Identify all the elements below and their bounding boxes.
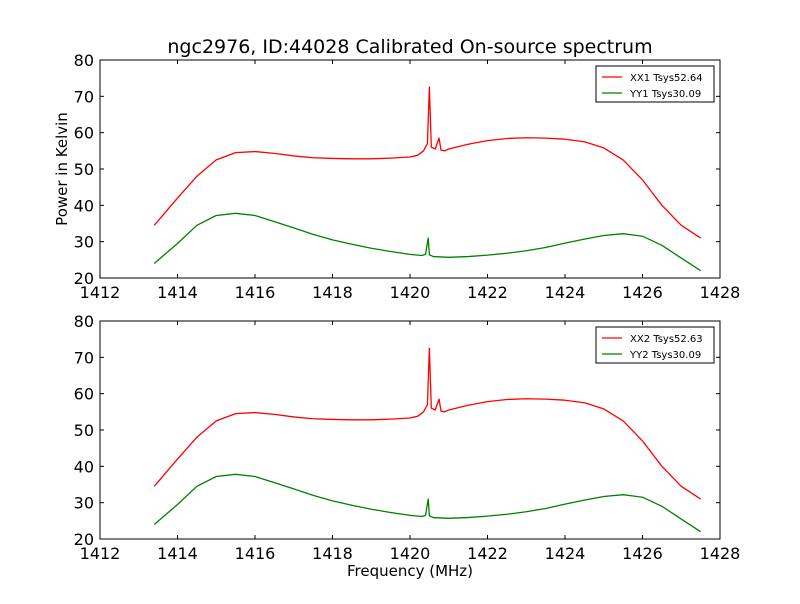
y-tick-label: 60 <box>74 385 94 404</box>
legend: XX1 Tsys52.64 YY1 Tsys30.09 <box>595 65 715 103</box>
panel-2: 1412 1414 1416 1418 1420 1422 1424 1426 1428 20 30… <box>74 312 741 563</box>
x-tick-label: 1414 <box>157 283 198 302</box>
y-tick-label: 50 <box>74 160 94 179</box>
y-tick-label: 80 <box>74 312 94 331</box>
legend-label-1: XX2 Tsys52.63 <box>630 334 703 345</box>
x-tick-label: 1422 <box>467 544 508 563</box>
legend: XX2 Tsys52.63 YY2 Tsys30.09 <box>595 326 715 364</box>
y-tick-label: 50 <box>74 421 94 440</box>
x-tick-label: 1426 <box>622 544 663 563</box>
x-tick-label: 1422 <box>467 283 508 302</box>
legend-label-2: YY2 Tsys30.09 <box>629 350 701 361</box>
legend-box <box>595 65 715 103</box>
panels: 1412 1414 1416 1418 1420 1422 1424 1426 1428 20 30… <box>74 51 741 563</box>
y-axis-title: Power in Kelvin <box>53 112 71 226</box>
x-tick-label: 1418 <box>312 283 353 302</box>
legend-label-2: YY1 Tsys30.09 <box>629 89 701 100</box>
y-tick-label: 80 <box>74 51 94 70</box>
x-tick-label: 1424 <box>545 544 586 563</box>
y-tick-label: 30 <box>74 233 94 252</box>
series-line-2 <box>153 212 701 272</box>
y-tick-label: 40 <box>74 457 94 476</box>
x-axis-title: Frequency (MHz) <box>347 562 473 580</box>
x-tick-label: 1418 <box>312 544 353 563</box>
y-tick-label: 60 <box>74 124 94 143</box>
x-tick-label: 1424 <box>545 283 586 302</box>
x-tick-label: 1412 <box>80 283 121 302</box>
x-tick-label: 1416 <box>235 283 276 302</box>
y-tick-label: 70 <box>74 348 94 367</box>
series-line-1 <box>153 347 701 500</box>
chart-title: ngc2976, ID:44028 Calibrated On-source s… <box>167 36 652 58</box>
x-tick-label: 1420 <box>390 283 431 302</box>
x-tick-label: 1412 <box>80 544 121 563</box>
x-tick-label: 1428 <box>700 544 741 563</box>
y-tick-label: 20 <box>74 530 94 549</box>
y-tick-label: 40 <box>74 196 94 215</box>
y-tick-label: 70 <box>74 87 94 106</box>
legend-box <box>595 326 715 364</box>
panel-1: 1412 1414 1416 1418 1420 1422 1424 1426 1428 20 30… <box>74 51 741 302</box>
x-tick-label: 1414 <box>157 544 198 563</box>
x-tick-label: 1428 <box>700 283 741 302</box>
legend-label-1: XX1 Tsys52.64 <box>630 73 703 84</box>
y-tick-label: 20 <box>74 269 94 288</box>
series-line-2 <box>153 473 701 533</box>
x-tick-label: 1420 <box>390 544 431 563</box>
series-line-1 <box>153 86 701 239</box>
x-tick-label: 1426 <box>622 283 663 302</box>
x-tick-label: 1416 <box>235 544 276 563</box>
y-tick-label: 30 <box>74 494 94 513</box>
